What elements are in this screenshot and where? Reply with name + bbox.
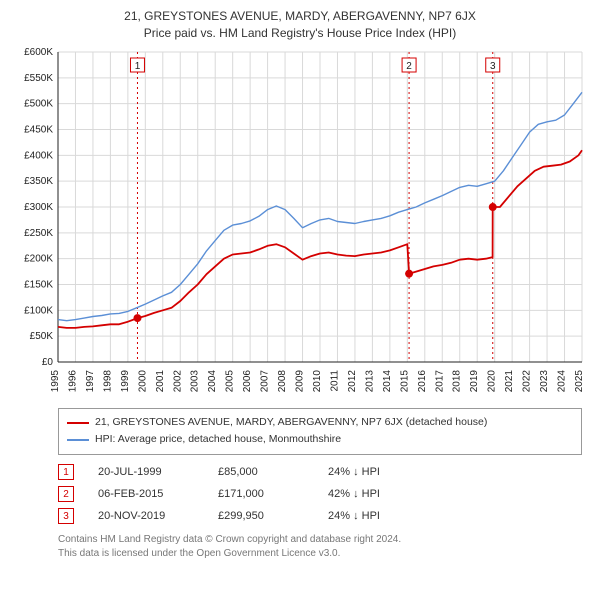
footer-line-1: Contains HM Land Registry data © Crown c…: [58, 533, 582, 547]
svg-text:£100K: £100K: [24, 305, 53, 316]
svg-text:2011: 2011: [329, 369, 340, 391]
marker-pct: 24% ↓ HPI: [328, 466, 438, 478]
figure-root: 21, GREYSTONES AVENUE, MARDY, ABERGAVENN…: [0, 0, 600, 590]
svg-text:2001: 2001: [155, 369, 166, 392]
svg-text:£300K: £300K: [24, 202, 53, 213]
svg-text:2024: 2024: [557, 369, 568, 392]
svg-text:2016: 2016: [417, 369, 428, 392]
svg-text:2012: 2012: [347, 369, 358, 392]
marker-table: 120-JUL-1999£85,00024% ↓ HPI206-FEB-2015…: [58, 461, 582, 527]
svg-text:2006: 2006: [242, 369, 253, 392]
svg-text:2022: 2022: [522, 369, 533, 392]
svg-text:2005: 2005: [225, 369, 236, 392]
svg-text:£0: £0: [42, 357, 54, 368]
svg-text:1: 1: [135, 61, 141, 72]
marker-row: 2 06-FEB-2015£171,00042% ↓ HPI: [58, 483, 582, 505]
svg-text:£500K: £500K: [24, 98, 53, 109]
svg-text:2009: 2009: [295, 369, 306, 392]
svg-text:£250K: £250K: [24, 227, 53, 238]
marker-date: 20-NOV-2019: [98, 510, 218, 522]
svg-text:£450K: £450K: [24, 124, 53, 135]
marker-badge: 2: [58, 486, 74, 502]
svg-text:1995: 1995: [50, 369, 61, 392]
svg-text:3: 3: [490, 61, 496, 72]
svg-text:2013: 2013: [364, 369, 375, 392]
legend-label: HPI: Average price, detached house, Monm…: [95, 431, 341, 449]
svg-text:2000: 2000: [137, 369, 148, 392]
legend: 21, GREYSTONES AVENUE, MARDY, ABERGAVENN…: [58, 408, 582, 456]
svg-text:£550K: £550K: [24, 72, 53, 83]
svg-text:2014: 2014: [382, 369, 393, 392]
marker-price: £299,950: [218, 510, 328, 522]
svg-text:2007: 2007: [260, 369, 271, 392]
svg-text:2004: 2004: [207, 369, 218, 392]
legend-label: 21, GREYSTONES AVENUE, MARDY, ABERGAVENN…: [95, 414, 487, 432]
marker-pct: 42% ↓ HPI: [328, 488, 438, 500]
svg-text:£200K: £200K: [24, 253, 53, 264]
svg-text:2018: 2018: [452, 369, 463, 392]
svg-text:2021: 2021: [504, 369, 515, 392]
footer-line-2: This data is licensed under the Open Gov…: [58, 547, 582, 561]
title-line-2: Price paid vs. HM Land Registry's House …: [10, 25, 590, 42]
chart-area: £0 £50K £100K £150K £200K £250K £300K £350K £400…: [10, 42, 590, 402]
svg-text:2025: 2025: [574, 369, 585, 392]
svg-text:1996: 1996: [67, 369, 78, 392]
marker-date: 20-JUL-1999: [98, 466, 218, 478]
svg-text:2020: 2020: [487, 369, 498, 392]
svg-text:2017: 2017: [434, 369, 445, 392]
svg-text:£600K: £600K: [24, 47, 53, 58]
marker-pct: 24% ↓ HPI: [328, 510, 438, 522]
svg-text:1998: 1998: [102, 369, 113, 392]
svg-text:2008: 2008: [277, 369, 288, 392]
svg-text:2: 2: [406, 61, 412, 72]
svg-text:2003: 2003: [190, 369, 201, 392]
marker-date: 06-FEB-2015: [98, 488, 218, 500]
legend-swatch: [67, 422, 89, 424]
svg-text:2015: 2015: [399, 369, 410, 392]
marker-row: 1 20-JUL-1999£85,00024% ↓ HPI: [58, 461, 582, 483]
svg-text:2002: 2002: [172, 369, 183, 392]
svg-text:2023: 2023: [539, 369, 550, 392]
svg-text:2010: 2010: [312, 369, 323, 392]
svg-text:£150K: £150K: [24, 279, 53, 290]
svg-text:£400K: £400K: [24, 150, 53, 161]
legend-item: 21, GREYSTONES AVENUE, MARDY, ABERGAVENN…: [67, 414, 573, 432]
line-chart: £0 £50K £100K £150K £200K £250K £300K £350K £400…: [10, 42, 590, 402]
title-line-1: 21, GREYSTONES AVENUE, MARDY, ABERGAVENN…: [10, 8, 590, 25]
svg-text:1997: 1997: [85, 369, 96, 392]
marker-badge: 1: [58, 464, 74, 480]
attribution-footer: Contains HM Land Registry data © Crown c…: [58, 533, 582, 560]
legend-swatch: [67, 439, 89, 441]
svg-text:£350K: £350K: [24, 176, 53, 187]
marker-price: £85,000: [218, 466, 328, 478]
svg-text:£50K: £50K: [30, 331, 54, 342]
marker-badge: 3: [58, 508, 74, 524]
svg-text:1999: 1999: [120, 369, 131, 392]
marker-price: £171,000: [218, 488, 328, 500]
marker-row: 3 20-NOV-2019£299,95024% ↓ HPI: [58, 505, 582, 527]
legend-item: HPI: Average price, detached house, Monm…: [67, 431, 573, 449]
svg-text:2019: 2019: [469, 369, 480, 392]
